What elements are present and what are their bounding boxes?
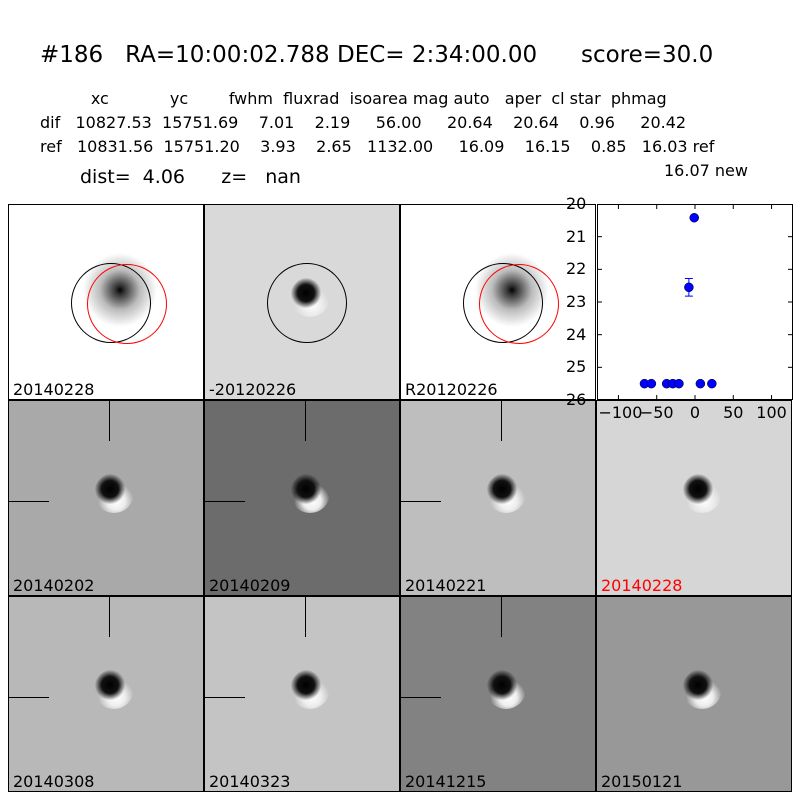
panel-label: 20140202 — [13, 576, 95, 595]
crosshair-line — [305, 597, 306, 637]
x-tick-label: −100 — [598, 403, 643, 422]
image-panel: 20140228 — [596, 400, 792, 596]
crosshair-line — [205, 501, 245, 502]
crosshair-line — [109, 401, 110, 441]
image-panel: 20140308 — [8, 596, 204, 792]
new-mag: 16.07 new — [664, 161, 748, 180]
x-tick-label: 0 — [689, 403, 701, 422]
table-header: xc yc fwhm fluxrad isoarea mag auto aper… — [40, 89, 667, 108]
panel-label: 20140323 — [209, 772, 291, 791]
crosshair-line — [401, 501, 441, 502]
source-blob — [682, 473, 722, 513]
image-panel: R20120226 — [400, 204, 596, 400]
image-panel: 20140228 — [8, 204, 204, 400]
y-tick-label: 26 — [566, 390, 587, 409]
source-blob — [290, 669, 330, 709]
panel-label: 20150121 — [601, 772, 683, 791]
source-blob — [94, 669, 134, 709]
data-point — [695, 378, 706, 389]
crosshair-line — [305, 401, 306, 441]
light-curve-plot — [597, 204, 793, 400]
panel-label: R20120226 — [405, 380, 498, 399]
image-panel: 20140202 — [8, 400, 204, 596]
source-blob — [682, 669, 722, 709]
data-point — [684, 282, 694, 293]
ref-circle — [267, 263, 347, 343]
dist-line: dist= 4.06 z= nan — [80, 166, 301, 188]
new-circle — [479, 264, 559, 344]
crosshair-line — [9, 501, 49, 502]
dif-row: dif 10827.53 15751.69 7.01 2.19 56.00 20… — [40, 113, 687, 132]
y-tick-label: 22 — [566, 259, 587, 279]
page-title: #186 RA=10:00:02.788 DEC= 2:34:00.00 sco… — [40, 42, 714, 68]
crosshair-line — [109, 597, 110, 637]
crosshair-line — [501, 401, 502, 441]
source-blob — [486, 669, 526, 709]
panel-label: -20120226 — [209, 380, 297, 399]
panel-label: 20140221 — [405, 576, 487, 595]
image-panel: 20141215 — [400, 596, 596, 792]
new-circle — [87, 264, 167, 344]
panel-label: 20140228 — [13, 380, 95, 399]
x-tick-label: 50 — [723, 403, 744, 422]
source-blob — [486, 473, 526, 513]
y-tick-label: 20 — [566, 194, 587, 213]
plot-frame — [597, 204, 793, 400]
image-panel: 20140209 — [204, 400, 400, 596]
crosshair-line — [9, 697, 49, 698]
data-point — [689, 212, 699, 223]
data-point — [674, 378, 684, 389]
y-tick-label: 23 — [566, 292, 587, 311]
image-panel: 20140221 — [400, 400, 596, 596]
panel-label: 20141215 — [405, 772, 487, 791]
source-blob — [94, 473, 134, 513]
panel-label: 20140308 — [13, 772, 95, 791]
y-tick-label: 25 — [566, 357, 587, 377]
ref-row: ref 10831.56 15751.20 3.93 2.65 1132.00 … — [40, 137, 715, 156]
data-point — [646, 378, 657, 389]
crosshair-line — [205, 697, 245, 698]
data-point — [707, 378, 717, 389]
panel-label: 20140228 — [601, 576, 683, 595]
x-tick-label: 100 — [756, 403, 787, 422]
image-panel: 20140323 — [204, 596, 400, 792]
y-tick-label: 24 — [566, 324, 587, 344]
source-blob — [290, 473, 330, 513]
image-panel: 20150121 — [596, 596, 792, 792]
crosshair-line — [401, 697, 441, 698]
x-tick-label: −50 — [639, 403, 674, 422]
image-panel: -20120226 — [204, 204, 400, 400]
crosshair-line — [501, 597, 502, 637]
y-tick-label: 21 — [566, 226, 587, 246]
panel-label: 20140209 — [209, 576, 291, 595]
